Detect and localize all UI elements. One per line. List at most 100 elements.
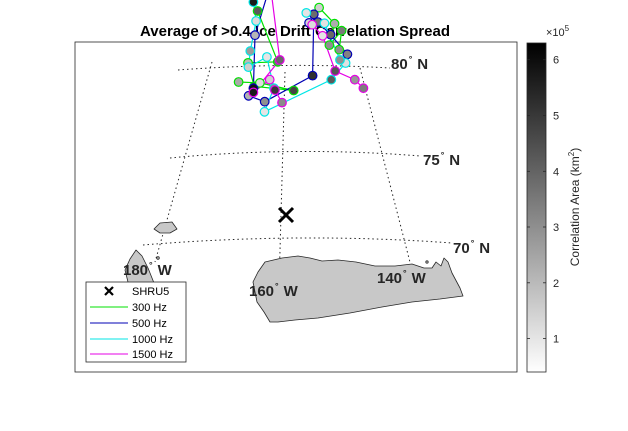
data-point [254,77,265,88]
legend-label-300hz: 300 Hz [132,302,167,314]
data-point [349,74,360,85]
data-point [342,49,353,60]
lon-180-degree: ° [149,260,153,270]
legend-box [85,281,187,363]
data-point [326,74,337,85]
colorbar-label: Correlation Area (km2) [567,148,582,267]
data-point [248,0,259,7]
legend-entry-1500hz: 1500 Hz [90,349,173,361]
data-point [264,74,275,85]
land [124,221,464,323]
land-wrangel-island [153,221,178,234]
legend: SHRU5 300 Hz 500 Hz 1000 Hz 1500 Hz [85,281,187,363]
lon-140-direction: W [412,270,427,287]
data-point [314,2,325,13]
lat-75-direction: N [449,152,460,169]
graticule-lat-70 [142,237,453,246]
legend-entry-shru5: SHRU5 [104,286,169,298]
colorbar-label-suffix: ) [568,148,582,152]
data-point [336,25,347,36]
legend-x-stroke [104,286,114,296]
lat-label-80: 80° N [391,54,428,73]
colorbar-multiplier: ×105 [546,24,570,39]
shru5-marker-stroke [277,206,295,224]
data-point [251,16,262,26]
legend-entry-1000hz: 1000 Hz [90,334,173,346]
data-point [335,55,345,65]
lat-label-75: 75° N [423,150,460,169]
lon-140-number: 140 [377,270,402,287]
graticule-lon-140 [359,67,413,271]
lat-70-degree: ° [471,238,475,248]
lat-80-number: 80 [391,56,408,73]
data-point [252,6,263,16]
graticule-lon-180 [154,61,213,263]
data-point [259,106,270,117]
data-point [274,55,285,65]
lat-80-degree: ° [409,54,413,64]
data-point [243,62,254,72]
lon-180-number: 180 [123,262,148,279]
lon-160-number: 160 [249,283,274,300]
colorbar-gradient [526,42,547,373]
lat-70-direction: N [479,240,490,257]
lon-140-degree: ° [403,268,407,278]
data-point [324,40,335,50]
data-point [307,70,318,81]
data-point [277,97,287,108]
lon-180-direction: W [158,262,173,279]
chart-title: Average of >0.4 Ice Drift Correlation Sp… [140,23,450,40]
data-point [250,30,260,41]
legend-label-1500hz: 1500 Hz [132,349,173,361]
legend-label-1000hz: 1000 Hz [132,334,173,346]
colorbar-tick-label: 6 [553,55,559,67]
lat-label-70: 70° N [453,238,490,257]
legend-label-500hz: 500 Hz [132,318,167,330]
drift-tracks [233,0,369,117]
graticule-labels: 80° N 75° N 70° N 180° W 160° W 140° W [123,54,490,300]
land-islet [156,256,160,260]
lon-label-180: 180° W [123,260,173,279]
colorbar-tick-label: 2 [553,278,559,290]
data-point [329,18,340,29]
shru5-marker [277,206,295,224]
data-point [325,29,336,40]
lon-label-140: 140° W [377,268,427,287]
land-alaska [252,255,464,323]
data-point [259,96,270,107]
colorbar-label-prefix: Correlation Area (km [568,156,582,266]
data-point [262,52,272,62]
data-point [319,18,330,29]
colorbar-label-sup: 2 [567,151,576,156]
colorbar-multiplier-base: ×10 [546,27,565,39]
data-point [245,46,256,56]
data-point [317,30,328,41]
lat-80-direction: N [417,56,428,73]
lat-70-number: 70 [453,240,470,257]
lat-75-degree: ° [441,150,445,160]
data-point [307,19,318,30]
lon-label-160: 160° W [249,281,299,300]
colorbar-tick-label: 4 [553,166,559,178]
data-point [330,66,341,76]
data-point [248,87,259,98]
colorbar-tick-label: 1 [553,334,559,346]
lat-75-number: 75 [423,152,440,169]
data-point [288,85,299,96]
data-point [301,7,312,18]
lon-160-direction: W [284,283,299,300]
colorbar-tick-label: 3 [553,222,559,234]
data-point [358,83,369,94]
data-point [233,77,244,87]
data-point [270,85,280,95]
legend-label-shru5: SHRU5 [132,286,169,298]
land-islet [425,260,429,264]
colorbar-ticks: 1 2 3 4 5 6 [527,55,559,346]
legend-entry-300hz: 300 Hz [90,302,167,314]
lon-160-degree: ° [275,281,279,291]
data-point [334,44,345,55]
legend-entry-500hz: 500 Hz [90,318,167,330]
colorbar-multiplier-exp: 5 [565,24,570,33]
